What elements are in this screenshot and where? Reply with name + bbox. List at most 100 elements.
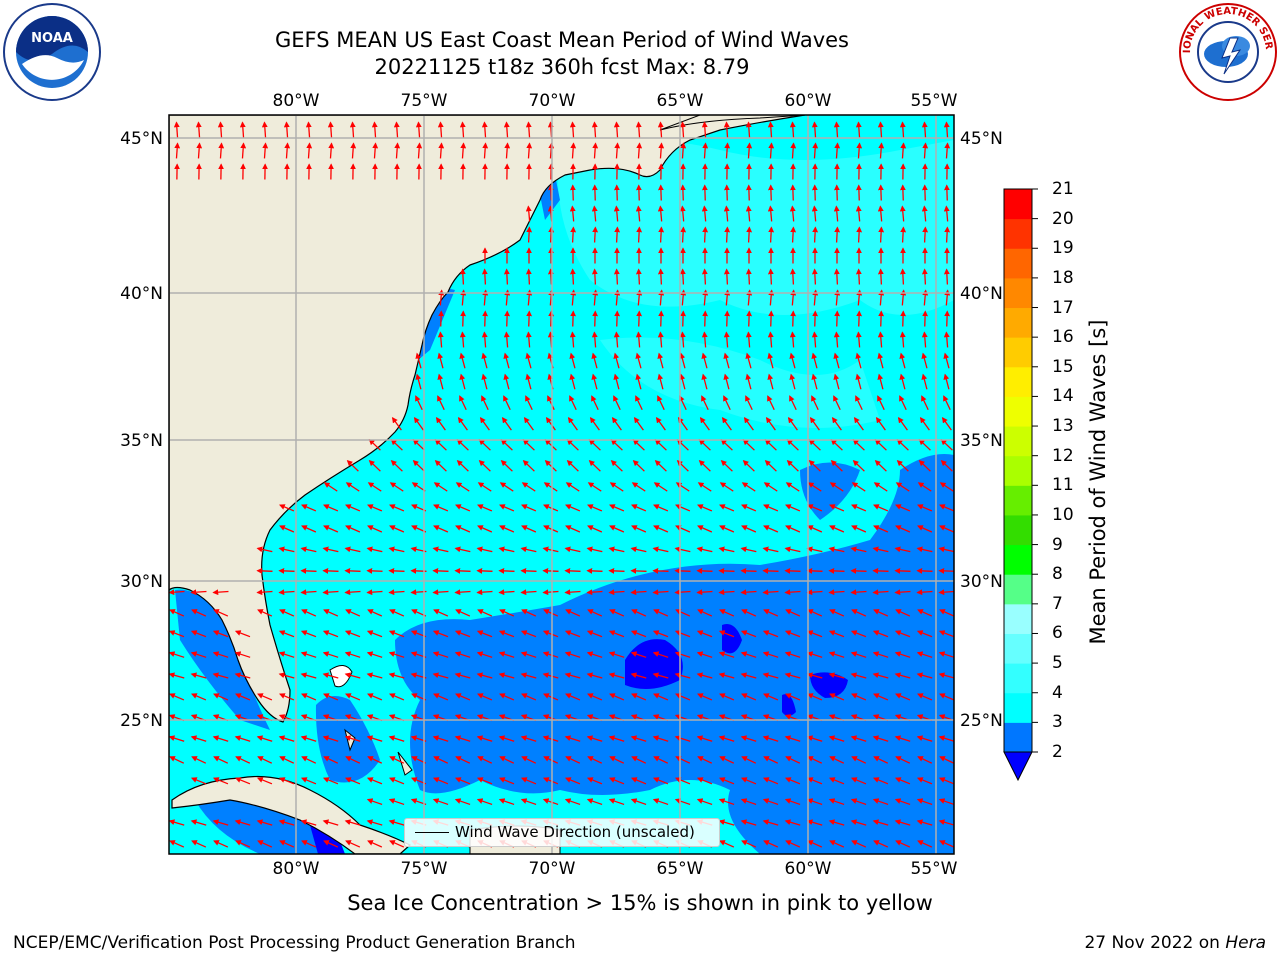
wave-direction-arrow [631,504,647,512]
wave-direction-arrow [499,482,514,492]
wave-direction-arrow [877,331,884,348]
wave-direction-arrow [763,504,779,512]
wave-direction-arrow [565,525,581,533]
lon-label-top: 55°W [911,91,958,111]
wave-direction-arrow [388,819,405,826]
wave-direction-arrow [697,693,713,701]
colorbar-tick-label: 21 [1052,179,1074,199]
wave-direction-arrow [806,735,823,742]
wave-direction-arrow [498,546,515,553]
wave-direction-arrow [278,672,295,679]
wave-direction-arrow [895,525,911,533]
wave-direction-arrow [851,482,866,492]
wave-direction-arrow [873,482,888,492]
wave-direction-arrow [872,798,889,806]
wave-direction-arrow [895,482,910,492]
wave-direction-arrow [917,525,933,533]
wave-direction-arrow [345,525,361,533]
wave-direction-arrow [566,439,579,451]
wave-direction-arrow [433,482,448,492]
wave-direction-arrow [877,121,884,138]
wave-direction-arrow [632,459,645,472]
wave-direction-arrow [283,121,290,138]
wave-direction-arrow [591,373,598,390]
chart-title: GEFS MEAN US East Coast Mean Period of W… [275,28,849,52]
wave-direction-arrow [850,798,867,806]
wave-direction-arrow [323,756,339,764]
wave-direction-arrow [894,630,911,638]
wave-direction-arrow [834,310,841,327]
wave-direction-arrow [591,352,598,369]
wave-direction-arrow [344,735,361,742]
wave-direction-arrow [878,142,885,159]
wave-direction-arrow [894,672,911,679]
wave-direction-arrow [850,735,867,742]
wave-direction-arrow [680,142,687,159]
wave-direction-arrow [350,142,357,159]
wave-direction-arrow [829,504,845,512]
wave-direction-arrow [943,184,950,201]
wave-direction-arrow [190,672,207,679]
wave-direction-arrow [589,416,600,431]
wave-direction-arrow [938,798,954,806]
wave-direction-arrow [702,142,709,159]
wave-direction-arrow [696,798,713,806]
noaa-logo-text: NOAA [31,31,73,46]
colorbar-segment [1004,189,1032,220]
wave-direction-arrow [635,352,642,369]
wave-direction-arrow [388,589,405,596]
wave-direction-arrow [679,352,686,369]
wave-direction-arrow [413,416,424,431]
wave-direction-arrow [345,609,361,617]
wave-direction-arrow [763,482,778,492]
lon-label-top: 65°W [657,91,704,111]
wave-direction-arrow [630,777,647,785]
wave-direction-arrow [855,184,862,201]
wave-direction-arrow [256,819,273,826]
colorbar-segment [1004,277,1032,309]
wave-direction-arrow [921,121,928,138]
wave-direction-arrow [828,672,845,679]
wave-direction-arrow [415,395,423,411]
wave-direction-arrow [895,756,911,764]
wave-direction-arrow [454,798,471,806]
wave-direction-arrow [279,693,295,701]
ocean-2-4s-caribbean [195,796,340,854]
wave-direction-arrow [763,609,779,617]
wave-direction-arrow [257,693,273,701]
wave-direction-arrow [718,651,735,658]
wave-direction-arrow [829,525,845,533]
wave-direction-arrow [565,756,581,764]
wave-direction-arrow [478,439,491,451]
wave-direction-arrow [322,567,339,574]
wave-direction-arrow [657,373,664,390]
wave-direction-arrow [809,416,820,431]
wave-direction-arrow [675,504,691,512]
wave-direction-arrow [279,504,295,512]
wave-direction-arrow [564,651,581,658]
wave-direction-arrow [828,630,845,638]
wave-direction-arrow [939,525,954,533]
wave-direction-arrow [877,268,884,285]
wave-direction-arrow [833,331,840,348]
wave-direction-arrow [762,777,779,785]
wave-direction-arrow [829,756,845,764]
wave-direction-arrow [301,525,317,533]
wave-direction-arrow [899,331,906,348]
wave-direction-arrow [278,735,295,742]
wave-direction-arrow [789,331,796,348]
wave-direction-arrow [896,459,909,472]
wave-direction-arrow [613,373,620,390]
wave-direction-arrow [393,121,400,138]
wave-direction-arrow [234,777,251,785]
wave-direction-arrow [938,672,954,679]
wave-direction-arrow [790,226,797,243]
wave-direction-arrow [743,416,754,431]
wave-direction-arrow [235,693,251,701]
wave-direction-arrow [481,373,488,390]
wave-direction-arrow [701,121,708,138]
wave-direction-arrow [741,525,757,533]
wave-direction-arrow [477,693,493,701]
wave-direction-arrow [850,567,867,574]
wave-direction-arrow [697,756,713,764]
